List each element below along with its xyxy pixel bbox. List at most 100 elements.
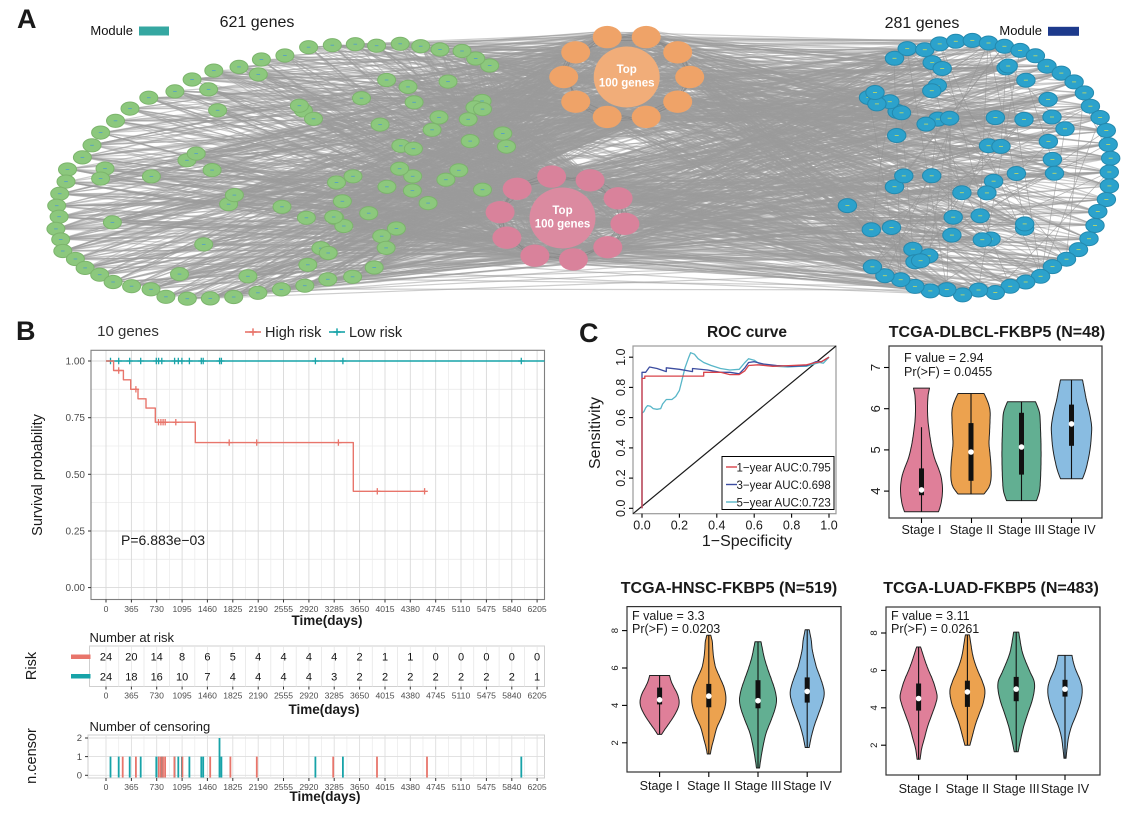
svg-text:0.8: 0.8 bbox=[614, 379, 628, 396]
svg-text:6: 6 bbox=[868, 405, 883, 412]
svg-text:365: 365 bbox=[124, 691, 139, 701]
svg-text:2: 2 bbox=[357, 652, 363, 664]
svg-text:4745: 4745 bbox=[426, 691, 445, 701]
svg-text:1095: 1095 bbox=[173, 782, 192, 792]
svg-text:4: 4 bbox=[230, 672, 236, 684]
svg-text:F value = 3.11: F value = 3.11 bbox=[891, 609, 970, 623]
svg-text:Stage III: Stage III bbox=[735, 779, 782, 793]
svg-text:Time(days): Time(days) bbox=[291, 613, 362, 628]
svg-text:1: 1 bbox=[77, 752, 82, 763]
svg-text:1: 1 bbox=[382, 652, 388, 664]
svg-text:6205: 6205 bbox=[528, 691, 547, 701]
svg-text:2: 2 bbox=[407, 672, 413, 684]
svg-text:0.2: 0.2 bbox=[614, 469, 628, 486]
svg-text:Top: Top bbox=[552, 205, 572, 217]
svg-text:0.2: 0.2 bbox=[671, 519, 688, 533]
svg-text:P=6.883e−03: P=6.883e−03 bbox=[121, 532, 205, 548]
svg-text:4: 4 bbox=[306, 652, 312, 664]
svg-text:2920: 2920 bbox=[299, 604, 318, 614]
svg-text:1095: 1095 bbox=[173, 691, 192, 701]
svg-text:Pr(>F) = 0.0203: Pr(>F) = 0.0203 bbox=[632, 622, 720, 636]
svg-text:0: 0 bbox=[104, 604, 109, 614]
svg-text:2: 2 bbox=[357, 672, 363, 684]
svg-text:Pr(>F) = 0.0455: Pr(>F) = 0.0455 bbox=[904, 365, 992, 379]
svg-text:F value = 3.3: F value = 3.3 bbox=[632, 609, 705, 623]
svg-text:2: 2 bbox=[869, 743, 880, 748]
svg-text:730: 730 bbox=[150, 782, 165, 792]
svg-text:0: 0 bbox=[483, 652, 489, 664]
svg-text:16: 16 bbox=[151, 672, 163, 684]
svg-text:7: 7 bbox=[204, 672, 210, 684]
svg-text:100 genes: 100 genes bbox=[599, 78, 655, 90]
svg-text:2: 2 bbox=[458, 672, 464, 684]
svg-text:6: 6 bbox=[610, 665, 621, 670]
svg-text:1: 1 bbox=[534, 672, 540, 684]
svg-text:0.6: 0.6 bbox=[746, 519, 763, 533]
svg-text:6: 6 bbox=[869, 668, 880, 673]
svg-text:1825: 1825 bbox=[223, 782, 242, 792]
svg-text:0: 0 bbox=[104, 691, 109, 701]
svg-text:0.25: 0.25 bbox=[66, 527, 86, 538]
svg-text:0.4: 0.4 bbox=[614, 439, 628, 456]
svg-text:TCGA-DLBCL-FKBP5 (N=48): TCGA-DLBCL-FKBP5 (N=48) bbox=[889, 324, 1105, 341]
svg-text:Stage II: Stage II bbox=[687, 779, 730, 793]
svg-text:10 genes: 10 genes bbox=[97, 323, 159, 340]
svg-text:Risk: Risk bbox=[24, 651, 40, 680]
svg-text:Stage IV: Stage IV bbox=[1047, 523, 1096, 537]
svg-text:Number at risk: Number at risk bbox=[90, 630, 175, 645]
svg-text:Pr(>F) = 0.0261: Pr(>F) = 0.0261 bbox=[891, 622, 979, 636]
svg-text:5475: 5475 bbox=[477, 604, 496, 614]
svg-text:4: 4 bbox=[306, 672, 312, 684]
svg-text:0.75: 0.75 bbox=[66, 413, 86, 424]
svg-text:TCGA-LUAD-FKBP5 (N=483): TCGA-LUAD-FKBP5 (N=483) bbox=[883, 580, 1099, 597]
svg-text:730: 730 bbox=[150, 604, 165, 614]
svg-text:3650: 3650 bbox=[350, 604, 369, 614]
svg-text:C: C bbox=[579, 318, 599, 348]
svg-text:24: 24 bbox=[100, 652, 112, 664]
svg-text:0: 0 bbox=[509, 652, 515, 664]
svg-text:0.6: 0.6 bbox=[614, 409, 628, 426]
svg-text:8: 8 bbox=[179, 652, 185, 664]
svg-text:Top: Top bbox=[617, 64, 637, 76]
svg-text:4: 4 bbox=[255, 652, 261, 664]
svg-text:0: 0 bbox=[77, 771, 82, 782]
svg-text:3285: 3285 bbox=[325, 782, 344, 792]
svg-text:F value = 2.94: F value = 2.94 bbox=[904, 351, 984, 365]
svg-text:3: 3 bbox=[331, 672, 337, 684]
svg-text:281 genes: 281 genes bbox=[885, 15, 960, 32]
svg-text:730: 730 bbox=[150, 691, 165, 701]
svg-text:14: 14 bbox=[151, 652, 163, 664]
svg-text:4: 4 bbox=[610, 703, 621, 708]
svg-text:0: 0 bbox=[534, 652, 540, 664]
svg-text:TCGA-HNSC-FKBP5 (N=519): TCGA-HNSC-FKBP5 (N=519) bbox=[621, 580, 837, 597]
svg-text:3650: 3650 bbox=[350, 691, 369, 701]
svg-text:4: 4 bbox=[280, 652, 286, 664]
svg-text:n.censor: n.censor bbox=[24, 728, 40, 784]
svg-text:Stage II: Stage II bbox=[946, 782, 989, 796]
svg-text:Stage III: Stage III bbox=[993, 782, 1040, 796]
svg-text:4015: 4015 bbox=[375, 691, 394, 701]
svg-text:365: 365 bbox=[124, 604, 139, 614]
svg-text:Stage I: Stage I bbox=[640, 779, 680, 793]
svg-text:Time(days): Time(days) bbox=[288, 702, 359, 717]
svg-text:5475: 5475 bbox=[477, 782, 496, 792]
svg-text:365: 365 bbox=[124, 782, 139, 792]
svg-text:0.8: 0.8 bbox=[783, 519, 800, 533]
svg-text:10: 10 bbox=[176, 672, 188, 684]
svg-text:7: 7 bbox=[868, 364, 883, 371]
svg-text:2190: 2190 bbox=[249, 691, 268, 701]
svg-text:2190: 2190 bbox=[249, 782, 268, 792]
svg-text:Stage II: Stage II bbox=[950, 523, 993, 537]
svg-text:Stage III: Stage III bbox=[998, 523, 1045, 537]
svg-text:3−year AUC:0.698: 3−year AUC:0.698 bbox=[737, 480, 831, 492]
svg-text:6: 6 bbox=[204, 652, 210, 664]
svg-text:5840: 5840 bbox=[502, 782, 521, 792]
svg-text:2: 2 bbox=[610, 740, 621, 745]
svg-text:Sensitivity: Sensitivity bbox=[587, 397, 604, 469]
svg-text:2190: 2190 bbox=[249, 604, 268, 614]
svg-text:0.0: 0.0 bbox=[614, 500, 628, 517]
svg-text:A: A bbox=[17, 4, 37, 34]
svg-text:1.0: 1.0 bbox=[614, 348, 628, 365]
svg-text:4015: 4015 bbox=[375, 604, 394, 614]
svg-text:4015: 4015 bbox=[375, 782, 394, 792]
